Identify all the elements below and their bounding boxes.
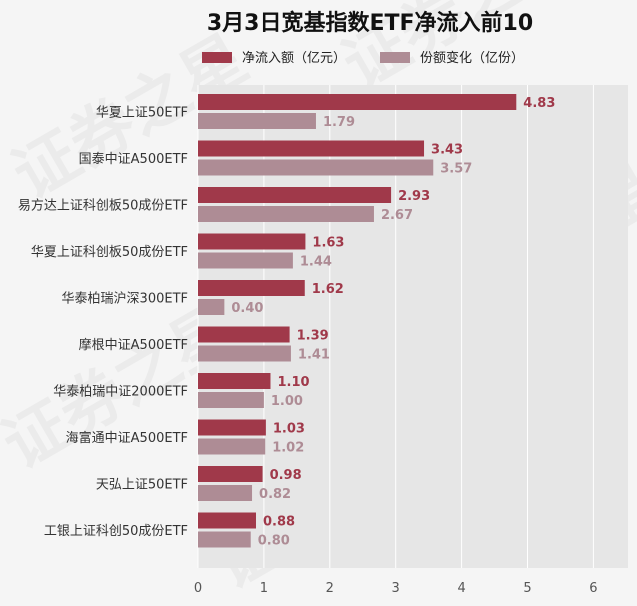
legend-label: 份额变化（亿份） xyxy=(420,50,524,66)
x-tick-label: 6 xyxy=(589,581,597,596)
bar-net-inflow xyxy=(198,512,256,529)
bar-net-inflow xyxy=(198,373,271,389)
data-label-share-change: 2.67 xyxy=(381,208,413,223)
category-labels: 华夏上证50ETF 国泰中证A500ETF 易方达上证科创板50成份ETF 华夏上证科… xyxy=(18,106,188,540)
legend: 净流入额（亿元） 份额变化（亿份） xyxy=(202,50,524,66)
data-label-share-change: 1.02 xyxy=(272,441,304,456)
category-label: 国泰中证A500ETF xyxy=(79,152,188,167)
data-label-share-change: 0.82 xyxy=(259,487,291,502)
data-label-net-inflow: 4.83 xyxy=(523,96,555,111)
x-tick-label: 4 xyxy=(457,581,465,596)
data-label-share-change: 1.00 xyxy=(271,394,303,409)
bar-net-inflow xyxy=(198,419,266,436)
bar-share-change xyxy=(198,392,264,408)
bar-share-change xyxy=(198,531,251,548)
bar-share-change xyxy=(198,345,291,362)
category-label: 天弘上证50ETF xyxy=(96,478,188,493)
bar-net-inflow xyxy=(198,466,263,482)
bar-net-inflow xyxy=(198,187,392,203)
category-label: 华夏上证科创板50成份ETF xyxy=(31,245,188,260)
bar-share-change xyxy=(198,438,266,455)
data-label-share-change: 1.41 xyxy=(298,348,330,363)
bar-share-change xyxy=(198,113,316,129)
x-tick-label: 5 xyxy=(523,581,531,596)
category-label: 工银上证科创50成份ETF xyxy=(44,524,188,539)
bar-net-inflow xyxy=(198,94,517,110)
data-label-net-inflow: 0.88 xyxy=(263,515,295,530)
data-label-net-inflow: 1.63 xyxy=(312,236,344,251)
category-label: 华夏上证50ETF xyxy=(96,106,188,121)
data-label-share-change: 1.79 xyxy=(323,115,355,130)
bar-net-inflow xyxy=(198,140,425,157)
category-label: 华泰柏瑞沪深300ETF xyxy=(62,291,188,307)
bar-share-change xyxy=(198,206,374,222)
legend-swatch xyxy=(202,52,232,63)
category-label: 摩根中证A500ETF xyxy=(79,337,188,353)
category-label: 海富通中证A500ETF xyxy=(66,430,188,446)
data-label-share-change: 0.40 xyxy=(231,301,263,316)
data-label-net-inflow: 3.43 xyxy=(431,143,463,158)
bar-share-change xyxy=(198,252,293,269)
data-label-share-change: 1.44 xyxy=(300,255,332,270)
data-label-share-change: 0.80 xyxy=(258,534,290,549)
bar-net-inflow xyxy=(198,233,306,250)
data-label-share-change: 3.57 xyxy=(440,162,472,177)
category-label: 易方达上证科创板50成份ETF xyxy=(18,198,188,214)
x-axis-ticks: 0 1 2 3 4 5 6 xyxy=(194,581,598,596)
legend-swatch xyxy=(380,52,410,63)
category-label: 华泰柏瑞中证2000ETF xyxy=(53,385,188,400)
data-label-net-inflow: 1.03 xyxy=(273,422,305,437)
chart-title: 3月3日宽基指数ETF净流入前10 xyxy=(207,10,533,36)
x-tick-label: 3 xyxy=(392,581,400,596)
data-label-net-inflow: 2.93 xyxy=(398,189,430,204)
x-tick-label: 2 xyxy=(326,581,334,596)
data-label-net-inflow: 1.62 xyxy=(312,282,344,297)
x-tick-label: 0 xyxy=(194,581,202,596)
bar-share-change xyxy=(198,299,225,315)
data-label-net-inflow: 1.10 xyxy=(277,375,309,390)
legend-label: 净流入额（亿元） xyxy=(242,51,346,66)
bar-net-inflow xyxy=(198,326,290,343)
x-tick-label: 1 xyxy=(260,581,268,596)
data-label-net-inflow: 1.39 xyxy=(297,329,329,344)
bar-share-change xyxy=(198,485,253,501)
bars: 4.83 1.79 3.43 3.57 2.93 2.67 1.63 1.44 1.62 0.40… xyxy=(198,94,555,549)
bar-net-inflow xyxy=(198,280,305,296)
bar-share-change xyxy=(198,159,434,176)
data-label-net-inflow: 0.98 xyxy=(270,468,302,483)
